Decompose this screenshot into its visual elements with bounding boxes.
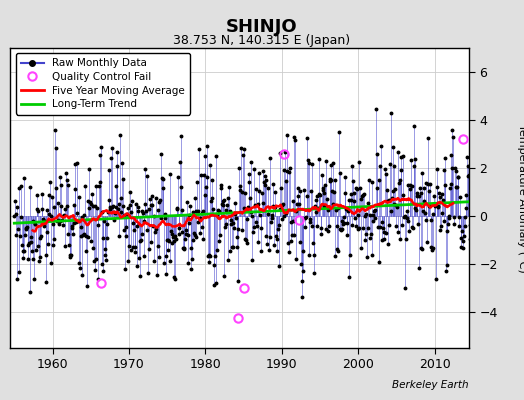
Text: SHINJO: SHINJO <box>226 18 298 36</box>
Y-axis label: Temperature Anomaly (°C): Temperature Anomaly (°C) <box>517 124 524 272</box>
Text: 38.753 N, 140.315 E (Japan): 38.753 N, 140.315 E (Japan) <box>173 34 351 47</box>
Legend: Raw Monthly Data, Quality Control Fail, Five Year Moving Average, Long-Term Tren: Raw Monthly Data, Quality Control Fail, … <box>16 53 190 114</box>
Text: Berkeley Earth: Berkeley Earth <box>392 380 469 390</box>
